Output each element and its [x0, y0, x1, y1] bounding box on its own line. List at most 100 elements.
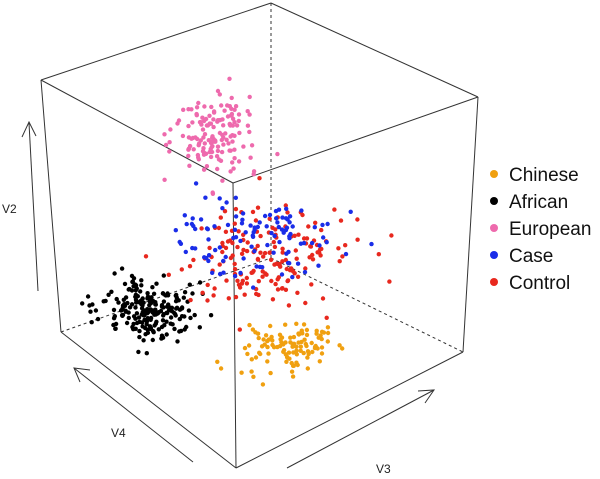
data-point-chinese	[277, 343, 283, 349]
data-point-control	[230, 253, 235, 258]
data-point-european	[232, 147, 237, 152]
data-point-case	[343, 251, 349, 257]
data-point-chinese	[288, 335, 293, 340]
data-point-control	[245, 240, 250, 245]
data-point-chinese	[255, 331, 261, 336]
data-point-european	[216, 157, 222, 162]
data-point-african	[89, 320, 94, 325]
data-point-european	[210, 134, 215, 139]
data-point-european	[221, 135, 226, 140]
data-point-african	[114, 296, 119, 302]
data-point-european	[189, 136, 194, 141]
y-axis-arrow	[28, 122, 39, 292]
data-point-control	[308, 244, 314, 249]
data-point-african	[111, 322, 116, 328]
data-point-control	[226, 296, 231, 301]
data-point-chinese	[281, 349, 286, 354]
data-point-european	[206, 138, 211, 143]
data-point-case	[271, 250, 276, 255]
data-point-chinese	[305, 349, 311, 354]
data-point-case	[177, 239, 182, 245]
data-point-african	[161, 273, 166, 278]
data-point-control	[222, 209, 228, 214]
data-point-control	[295, 290, 300, 295]
data-point-european	[220, 117, 225, 122]
data-point-european	[200, 127, 206, 132]
data-point-case	[190, 216, 195, 221]
data-point-european	[222, 108, 227, 113]
data-point-case	[240, 211, 246, 216]
data-point-african	[112, 271, 117, 276]
data-point-case	[182, 213, 187, 218]
data-point-case	[203, 195, 208, 200]
data-point-african	[139, 283, 144, 288]
data-point-european	[221, 123, 226, 128]
data-point-control	[280, 246, 285, 251]
data-point-case	[217, 245, 222, 250]
data-point-case	[217, 271, 223, 277]
data-point-control	[255, 205, 261, 210]
data-point-case	[213, 247, 218, 253]
data-point-control	[387, 279, 392, 284]
data-point-african	[143, 332, 148, 337]
data-point-european	[201, 167, 207, 172]
data-point-chinese	[319, 345, 325, 350]
data-point-european	[228, 169, 233, 174]
data-point-control	[278, 264, 283, 269]
data-point-european	[248, 155, 253, 160]
data-point-chinese	[242, 345, 248, 351]
data-point-chinese	[302, 337, 307, 342]
data-point-european	[224, 137, 229, 142]
data-point-control	[220, 249, 225, 255]
data-point-control	[207, 245, 212, 251]
data-point-african	[164, 332, 169, 337]
data-point-case	[324, 240, 329, 245]
data-point-african	[113, 326, 118, 331]
data-point-european	[163, 142, 169, 148]
data-point-case	[220, 206, 225, 211]
data-point-african	[133, 294, 138, 299]
data-point-african	[169, 305, 175, 310]
data-point-chinese	[325, 325, 331, 330]
data-point-control	[233, 206, 239, 212]
data-point-european	[245, 109, 250, 114]
data-point-chinese	[304, 327, 310, 333]
data-point-control	[355, 237, 360, 242]
data-point-case	[290, 224, 295, 229]
data-point-european	[214, 154, 220, 159]
data-point-case	[254, 264, 259, 269]
data-point-control	[292, 233, 297, 238]
box-edge-hidden	[270, 257, 464, 353]
data-point-european	[230, 160, 235, 165]
data-point-chinese	[270, 338, 275, 343]
data-point-african	[106, 292, 111, 297]
data-point-control	[303, 266, 308, 271]
data-point-chinese	[265, 344, 270, 350]
data-point-european	[187, 163, 192, 168]
data-point-case	[287, 220, 292, 225]
data-point-chinese	[261, 337, 266, 342]
data-point-control	[310, 257, 316, 262]
data-point-control	[258, 233, 263, 239]
data-point-african	[109, 289, 114, 294]
data-point-case	[202, 255, 207, 260]
legend-item-african: African	[490, 192, 568, 213]
data-point-african	[166, 302, 171, 307]
data-point-control	[217, 262, 222, 267]
legend-marker	[490, 197, 498, 205]
data-point-control	[340, 254, 345, 259]
data-point-european	[225, 103, 230, 108]
data-point-case	[287, 261, 292, 266]
data-point-case	[280, 215, 285, 220]
data-point-african	[186, 308, 192, 313]
data-point-case	[190, 245, 195, 251]
data-point-control	[235, 278, 240, 283]
data-point-african	[111, 307, 117, 313]
data-point-african	[176, 298, 181, 303]
box-edge	[270, 2, 479, 98]
data-point-european	[230, 139, 235, 144]
data-point-control	[212, 286, 217, 291]
data-point-chinese	[283, 340, 288, 345]
data-point-chinese	[256, 335, 261, 341]
